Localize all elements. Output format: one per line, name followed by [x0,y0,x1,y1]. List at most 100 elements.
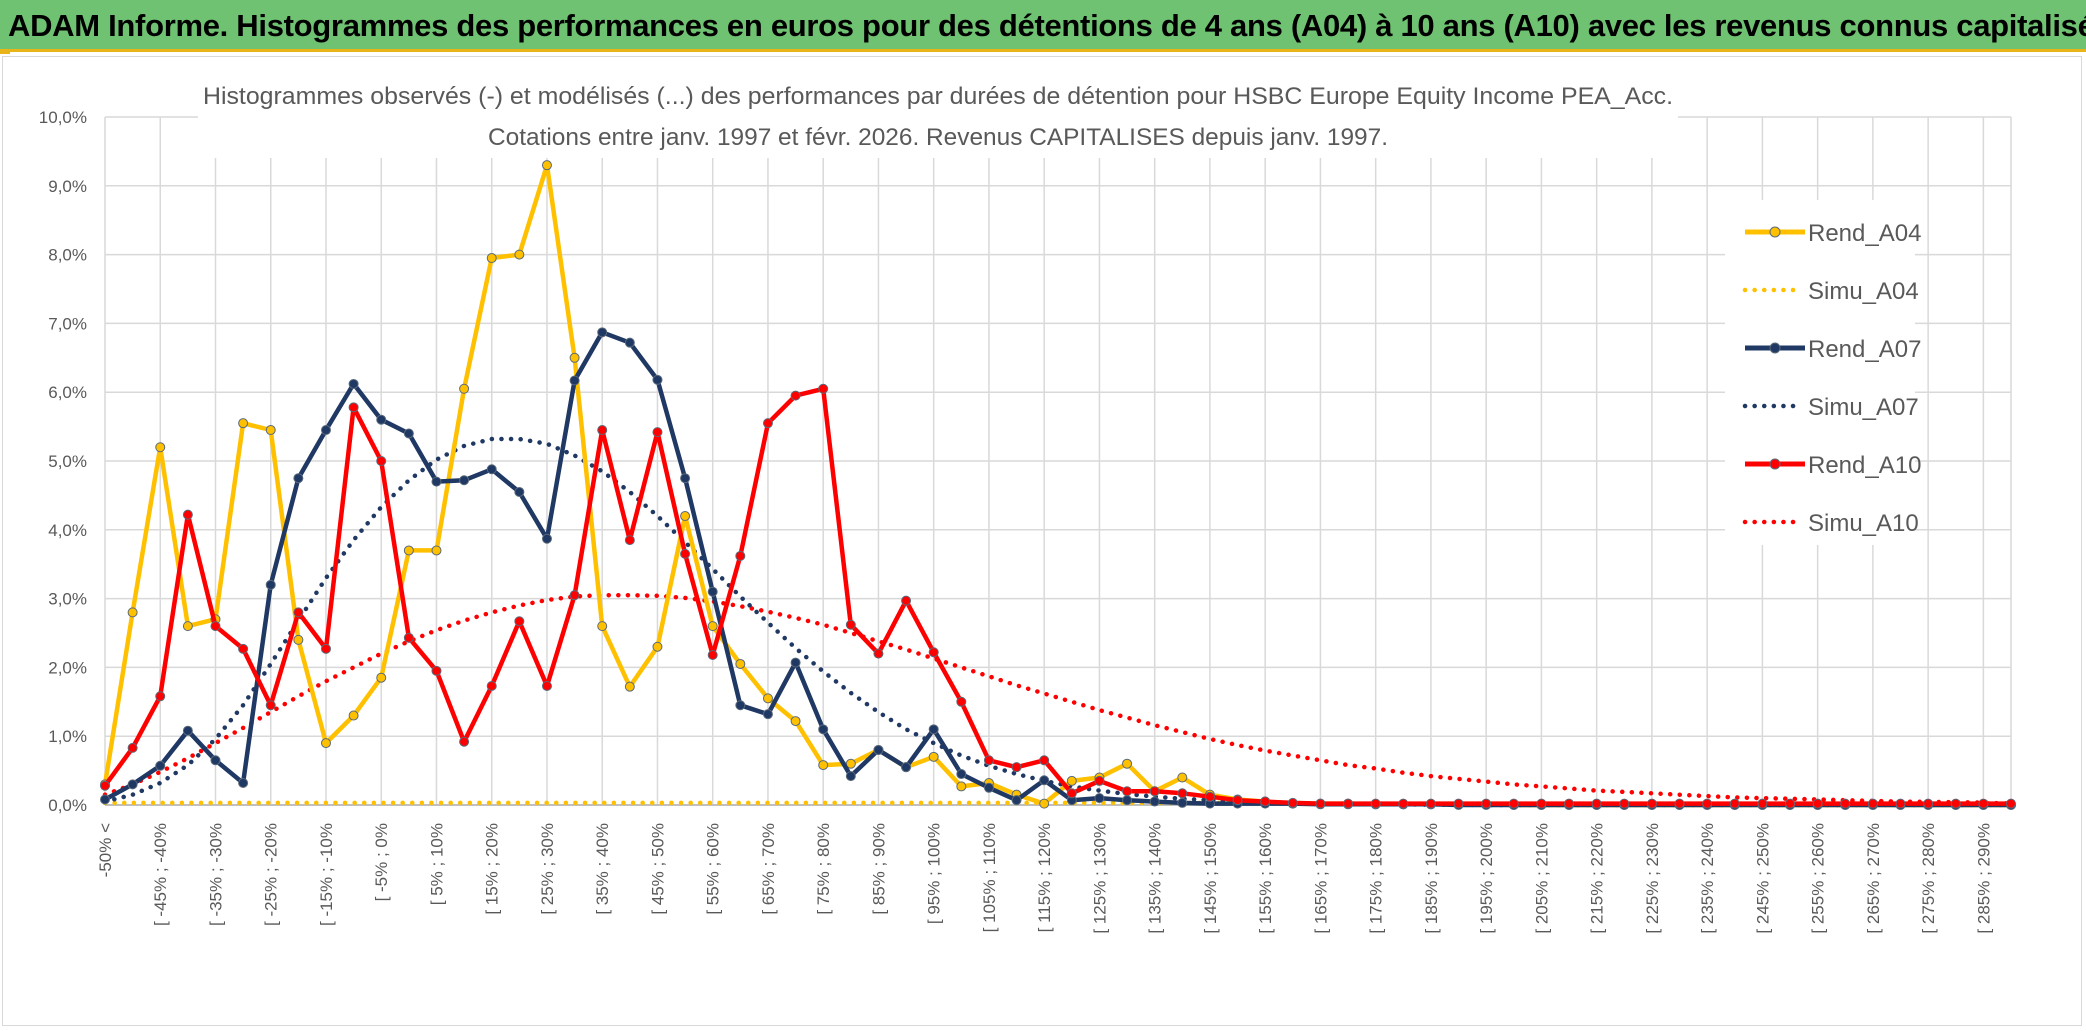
x-tick-label: [ 115% ; 120% [1035,823,1054,932]
x-tick-label: [ 205% ; 210% [1532,823,1551,934]
data-point-rend-a04 [182,621,193,632]
x-tick-label: [ 15% ; 20% [483,823,502,915]
x-tick-label: [ 35% ; 40% [593,823,612,915]
data-point-rend-a07 [818,724,829,735]
data-point-rend-a04 [1039,798,1050,809]
data-point-rend-a10 [1729,798,1740,809]
x-tick-label: [ 105% ; 110% [980,823,999,932]
legend-label-simu-a04: Simu_A04 [1808,278,1919,305]
data-point-rend-a10 [100,780,110,791]
data-point-rend-a07 [100,794,110,805]
data-point-rend-a10 [624,535,635,546]
data-point-rend-a07 [155,760,166,771]
x-tick-label: [ 85% ; 90% [869,823,888,915]
x-tick-label: [ 125% ; 130% [1090,823,1109,934]
data-point-rend-a07 [127,779,138,790]
data-point-rend-a10 [790,390,801,401]
data-point-rend-a10 [376,456,387,466]
legend-label-rend-a04: Rend_A04 [1808,220,1921,247]
data-point-rend-a10 [680,548,691,559]
data-point-rend-a04 [569,352,580,363]
legend-label-rend-a10: Rend_A10 [1808,452,1921,479]
data-point-rend-a10 [210,621,221,632]
legend-label-rend-a07: Rend_A07 [1808,336,1921,363]
data-point-rend-a10 [1840,798,1851,809]
data-point-rend-a07 [928,724,939,735]
data-point-rend-a10 [735,550,746,561]
data-point-rend-a04 [1177,772,1188,783]
data-point-rend-a10 [127,742,138,753]
x-tick-label: [ 135% ; 140% [1146,823,1165,934]
data-point-rend-a10 [1812,798,1823,809]
data-point-rend-a04 [348,710,359,721]
chart-subtitle: Cotations entre janv. 1997 et févr. 2026… [488,124,1388,151]
x-tick-label: [ 155% ; 160% [1256,823,1275,934]
data-point-rend-a04 [320,738,331,749]
data-point-rend-a10 [1260,796,1271,807]
data-point-rend-a04 [818,760,829,771]
data-point-rend-a07 [762,709,773,720]
data-point-rend-a10 [1481,798,1492,809]
data-point-rend-a10 [1702,798,1713,809]
data-point-rend-a04 [624,681,635,692]
data-point-rend-a10 [1370,798,1381,809]
legend-marker-rend-a04 [1769,226,1781,238]
data-point-rend-a04 [762,693,773,704]
y-tick-label: 3,0% [48,590,87,609]
x-tick-label: [ 285% ; 290% [1974,823,1993,934]
data-point-rend-a10 [1646,798,1657,809]
series-line-simu-a10 [102,592,2014,806]
data-point-rend-a07 [541,533,552,544]
x-tick-label: [ 215% ; 220% [1588,823,1607,934]
y-tick-label: 0,0% [48,796,87,815]
x-tick-label: [ 45% ; 50% [648,823,667,915]
x-tick-label: [ -15% ; -10% [317,823,336,926]
data-point-rend-a10 [1149,786,1160,797]
data-point-rend-a10 [983,755,994,766]
data-point-rend-a07 [680,473,691,484]
data-point-rend-a04 [541,160,552,171]
x-tick-label: [ 225% ; 230% [1643,823,1662,934]
x-tick-label: [ 245% ; 250% [1753,823,1772,934]
data-point-rend-a04 [155,442,166,453]
axis-layer: 0,0% 1,0% 2,0% 3,0% 4,0% 5,0% 6,0% 7,0% 8,0% 9,0%… [39,108,2011,934]
data-point-rend-a10 [1232,795,1243,806]
data-point-rend-a10 [901,595,912,606]
data-point-rend-a10 [1867,798,1878,809]
data-point-rend-a07 [293,473,304,484]
data-point-rend-a10 [845,619,856,630]
x-tick-label: [ 265% ; 270% [1864,823,1883,934]
data-point-rend-a10 [707,650,718,661]
y-tick-label: 9,0% [48,177,87,196]
data-point-rend-a10 [431,665,442,676]
data-point-rend-a10 [1287,797,1298,808]
data-point-rend-a04 [956,781,967,792]
y-tick-label: 4,0% [48,521,87,540]
data-point-rend-a10 [1591,798,1602,809]
data-point-rend-a07 [238,777,249,788]
chart-title: Histogrammes observés (-) et modélisés (… [203,83,1673,110]
report-title: ADAM Informe. Histogrammes des performan… [8,8,2086,43]
data-point-rend-a07 [845,771,856,782]
data-point-rend-a07 [901,762,912,773]
data-point-rend-a10 [1011,762,1022,773]
data-point-rend-a10 [1564,798,1575,809]
data-point-rend-a04 [597,621,608,632]
data-point-rend-a10 [818,383,829,394]
x-tick-label: [ -35% ; -30% [206,823,225,926]
data-point-rend-a10 [1674,798,1685,809]
data-point-rend-a04 [1066,775,1077,786]
data-point-rend-a10 [1122,786,1133,797]
x-tick-label: -50% < [96,823,115,877]
data-point-rend-a10 [320,643,331,654]
data-point-rend-a10 [597,425,608,436]
x-tick-label: [ 65% ; 70% [759,823,778,915]
data-point-rend-a04 [680,511,691,522]
data-point-rend-a07 [1177,797,1188,808]
data-point-rend-a10 [1066,788,1077,799]
data-point-rend-a10 [1177,788,1188,799]
report-banner: ADAM Informe. Histogrammes des performan… [0,0,2086,52]
data-point-rend-a10 [1039,755,1050,766]
x-tick-label: [ 235% ; 240% [1698,823,1717,934]
data-point-rend-a10 [486,680,497,691]
